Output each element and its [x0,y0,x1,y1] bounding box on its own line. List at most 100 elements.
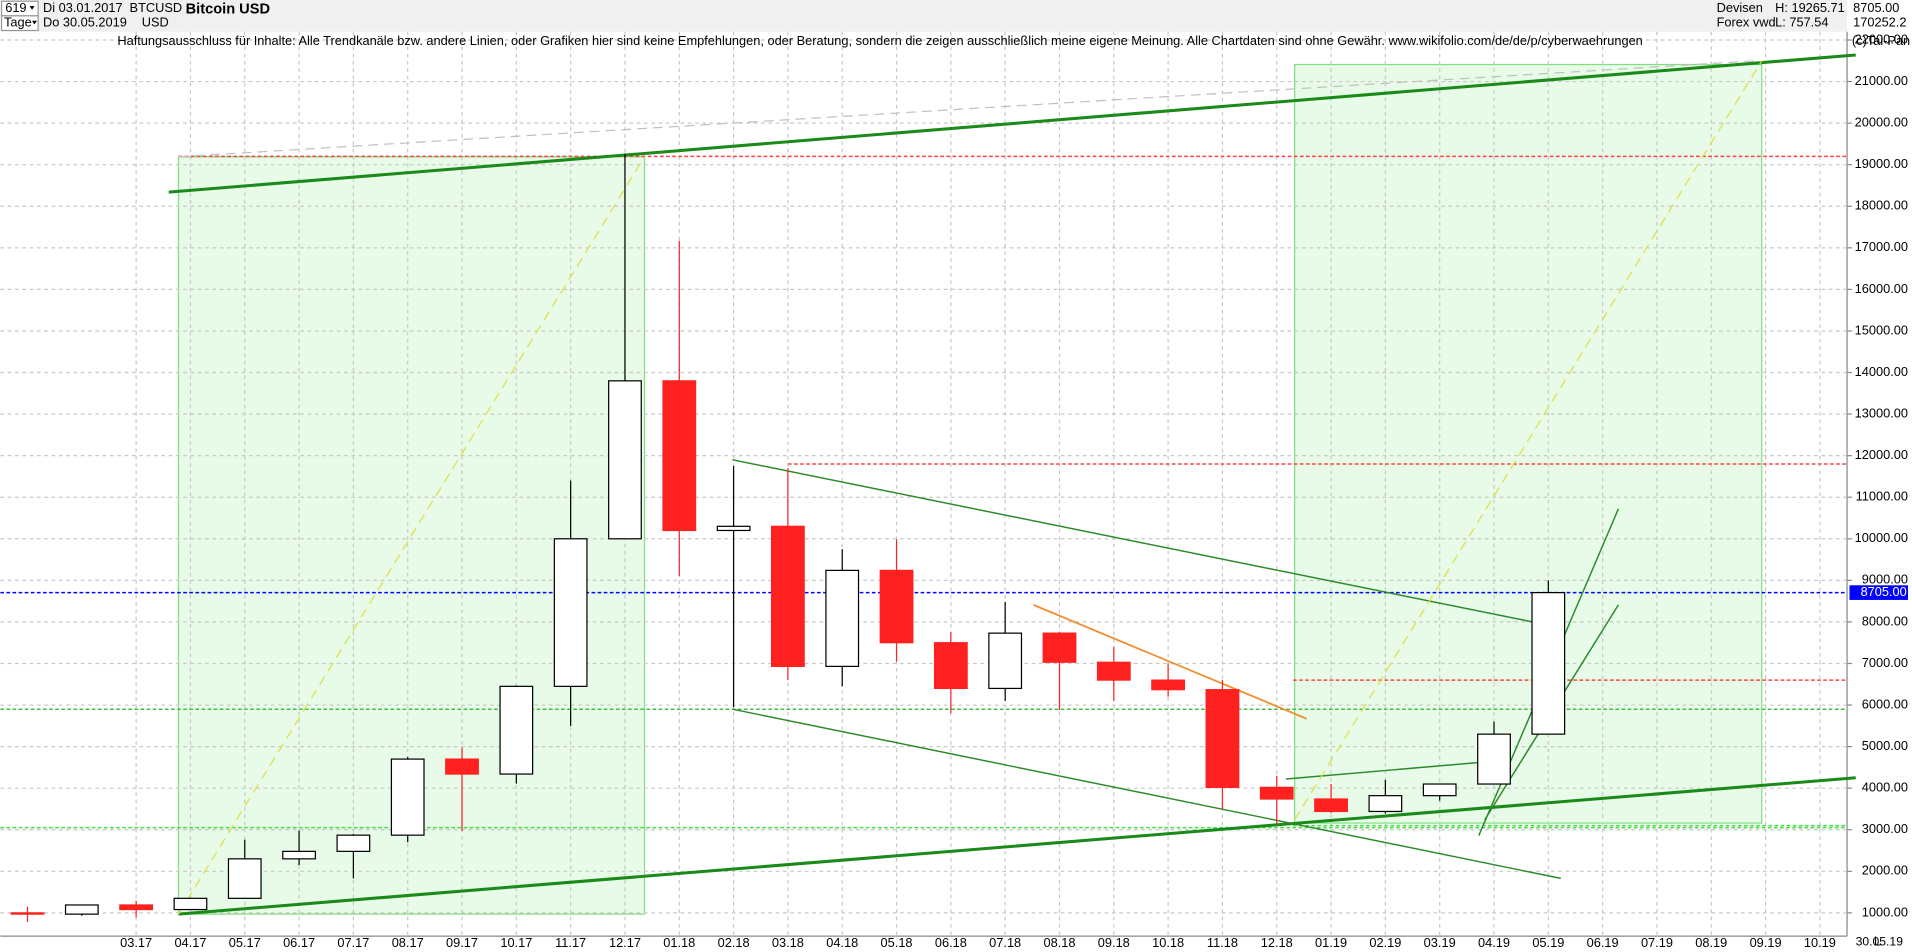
market: Devisen [1717,0,1763,15]
x-tick-label: 08.18 [1043,935,1075,950]
start-date: Di 03.01.2017 [43,0,123,15]
x-tick-label: 04.18 [826,935,858,950]
candle-body [499,685,534,775]
candle-body [988,632,1023,690]
currency: USD [142,15,169,30]
y-tick-label: 13000.00 [1855,405,1908,420]
candle-body [771,525,805,668]
y-tick-label: 2000.00 [1862,863,1908,878]
trendline [1294,60,1763,821]
x-tick-label: 03.17 [120,935,152,950]
source: Forex vwd [1717,15,1776,30]
x-tick-label: 04.17 [174,935,206,950]
y-tick-label: 14000.00 [1855,364,1908,379]
candle-body [282,850,316,860]
candle-body [1096,661,1131,681]
period-dropdown[interactable]: Tage [0,15,39,32]
candle-body [64,904,99,915]
trendline [177,156,646,915]
candle-body [553,538,588,687]
symbol: BTCUSD [130,0,183,15]
x-tick-label: 10.19 [1804,935,1836,950]
volume: 170252.2 [1853,15,1906,30]
candle-body [445,758,479,775]
x-tick-label: 05.18 [881,935,913,950]
scale-mode: L [1874,934,1881,949]
x-tick-label: 06.18 [935,935,967,950]
y-tick-label: 1000.00 [1862,904,1908,919]
x-tick-label: 07.18 [989,935,1021,950]
end-date: Do 30.05.2019 [43,15,127,30]
trendline [1285,761,1485,780]
x-tick-label: 10.17 [500,935,532,950]
x-tick-label: 05.17 [229,935,261,950]
candle-body [933,642,968,690]
y-tick-label: 18000.00 [1855,198,1908,213]
last: 8705.00 [1853,0,1899,15]
date: 30.05.19 [1856,934,1904,948]
candle-body [10,912,45,915]
x-tick-label: 09.19 [1750,935,1782,950]
x-tick-label: 11.18 [1207,935,1238,950]
x-tick-label: 09.18 [1098,935,1130,950]
y-tick-label: 15000.00 [1855,322,1908,337]
disclaimer: Haftungsausschluss für Inhalte: Alle Tre… [117,33,1642,48]
candle-body [716,525,751,532]
x-tick-label: 08.17 [392,935,424,950]
candle-body [173,897,208,911]
candle-body [1531,592,1566,735]
x-tick-label: 06.19 [1587,935,1619,950]
candle-body [1151,679,1186,691]
y-tick-label: 12000.00 [1855,447,1908,462]
candle-body [336,834,371,852]
title: Bitcoin USD [186,2,270,18]
y-tick-label: 16000.00 [1855,281,1908,296]
header-bar [0,0,1848,32]
x-tick-label: 10.18 [1152,935,1184,950]
x-tick-label: 01.19 [1315,935,1347,950]
x-tick-label: 08.19 [1695,935,1727,950]
candle-body [227,858,262,899]
y-tick-label: 19000.00 [1855,156,1908,171]
candle-body [1314,798,1348,813]
candle-body [662,380,697,532]
candle-body [1477,733,1511,785]
x-tick-label: 07.19 [1641,935,1673,950]
x-tick-label: 02.18 [718,935,750,950]
copyright: (c)Tai-Pan [1852,33,1910,48]
low: L: 757.54 [1775,15,1828,30]
price-tag-label: 8705.00 [1861,584,1907,599]
candle-body [879,569,914,644]
x-tick-label: 07.17 [337,935,369,950]
y-tick-label: 8000.00 [1862,613,1908,628]
y-tick-label: 9000.00 [1862,572,1908,587]
candle-body [1259,786,1294,800]
high: H: 19265.71 [1775,0,1845,15]
y-tick-label: 21000.00 [1855,73,1908,88]
trendline [178,60,1756,158]
y-tick-label: 3000.00 [1862,821,1908,836]
id-dropdown[interactable]: 619 [0,0,39,17]
trendline [732,459,1558,628]
x-tick-label: 12.18 [1261,935,1293,950]
x-tick-label: 03.19 [1424,935,1456,950]
candle-body [1042,632,1077,663]
candle-body [119,904,154,911]
y-tick-label: 22000.00 [1855,31,1908,46]
x-tick-label: 06.17 [283,935,315,950]
x-tick-label: 03.18 [772,935,804,950]
trendline [732,708,1561,880]
period[interactable]: Tage [4,15,32,30]
candle-body [1205,689,1240,788]
candle-body [1422,783,1457,797]
trendline [1033,604,1307,720]
zone [1294,63,1763,824]
y-tick-label: 11000.00 [1856,489,1908,504]
x-tick-label: 11.17 [555,935,586,950]
candle-body [825,569,860,668]
x-tick-label: 09.17 [446,935,478,950]
id[interactable]: 619 [5,0,26,15]
x-tick-label: 05.19 [1532,935,1564,950]
